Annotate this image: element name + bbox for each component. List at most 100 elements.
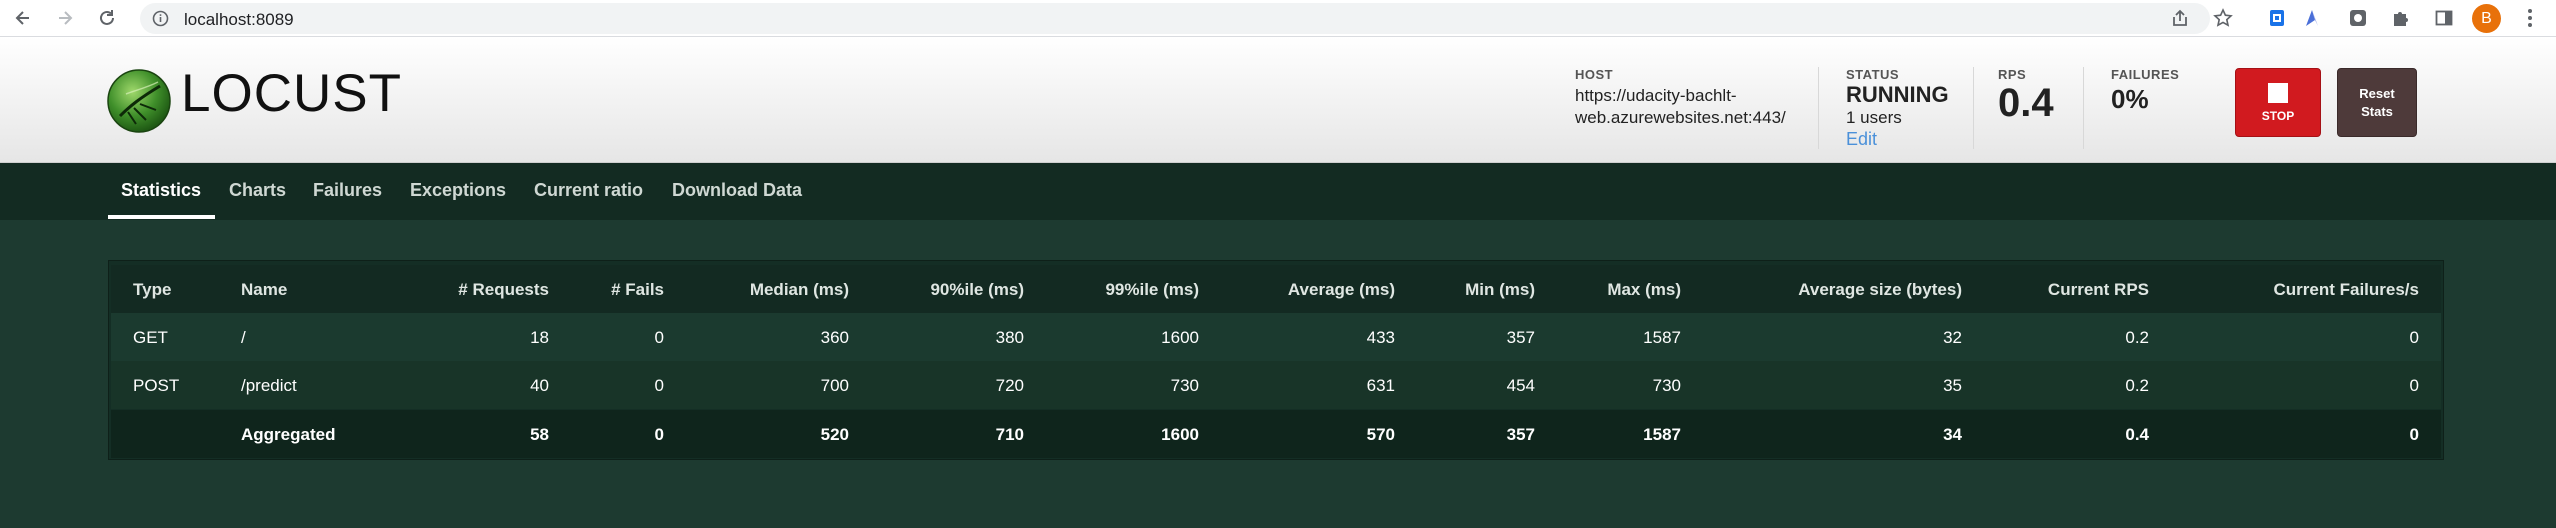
table-cell: 1600 [1161,328,1199,347]
column-header[interactable]: Average size (bytes) [1798,280,1962,299]
table-cell: 360 [820,328,849,347]
profile-avatar[interactable]: B [2472,4,2501,33]
column-header[interactable]: Min (ms) [1465,280,1535,299]
table-cell: 0.4 [2125,425,2149,444]
host-label: HOST [1575,67,1614,82]
table-cell: 0.2 [2125,328,2149,347]
users-count: 1 users [1846,108,1902,127]
table-cell: GET [133,328,168,347]
column-header[interactable]: Median (ms) [749,280,849,299]
status-value: RUNNING [1846,82,1949,107]
table-cell: 454 [1506,376,1535,395]
tab-failures[interactable]: Failures [313,180,383,200]
table-cell: POST [133,376,180,395]
locust-logo-icon [107,69,171,133]
table-cell: 520 [820,425,849,444]
active-tab-indicator [108,215,215,219]
column-header[interactable]: 99%ile (ms) [1105,280,1199,299]
table-cell: 631 [1366,376,1395,395]
table-cell: 710 [995,425,1024,444]
puzzle-extensions-icon[interactable] [2388,6,2412,30]
table-cell: 570 [1366,425,1395,444]
forward-arrow-icon[interactable] [50,4,80,32]
rps-value: 0.4 [1998,81,2054,125]
table-cell: Aggregated [241,425,336,444]
aggregated-row: Aggregated 58 0 520 710 1600 570 357 158… [111,410,2441,458]
table-cell: 380 [995,328,1024,347]
table-cell: 35 [1943,376,1962,395]
bookmark-star-icon[interactable] [2211,6,2235,30]
extension-square-icon[interactable] [2346,6,2370,30]
statistics-table: Type Name # Requests # Fails Median (ms)… [108,260,2444,460]
column-header[interactable]: Type [133,280,172,299]
extension-feather-icon[interactable] [2300,6,2324,30]
tab-current-ratio[interactable]: Current ratio [534,180,644,200]
stop-button[interactable]: STOP [2235,68,2321,137]
table-cell: 0 [2409,328,2419,347]
extension-blue-icon[interactable] [2266,6,2290,30]
table-cell: 1600 [1161,425,1199,444]
locust-logo-text: LOCUST [181,64,402,123]
column-header[interactable]: Current RPS [2047,280,2149,299]
table-cell: 433 [1366,328,1395,347]
url-text: localhost:8089 [184,10,294,29]
failures-label: FAILURES [2111,67,2180,82]
table-cell: 34 [1943,425,1962,444]
browser-menu-icon[interactable] [2518,6,2542,30]
table-cell: 730 [1170,376,1199,395]
table-cell: 40 [530,376,549,395]
tab-charts[interactable]: Charts [229,180,287,200]
share-icon[interactable] [2168,6,2192,30]
header-divider [1818,67,1819,149]
header-divider [2083,67,2084,149]
tab-statistics[interactable]: Statistics [121,180,202,200]
column-header[interactable]: 90%ile (ms) [930,280,1024,299]
reset-stats-label: Reset Stats [2359,85,2395,119]
column-header[interactable]: # Requests [458,280,549,299]
side-panel-icon[interactable] [2432,6,2456,30]
table-cell: /predict [241,376,297,395]
reset-stats-button[interactable]: Reset Stats [2337,68,2417,137]
tab-download-data[interactable]: Download Data [672,180,803,200]
browser-toolbar: localhost:8089 B [0,0,2556,37]
table-cell: 730 [1652,376,1681,395]
table-cell: 0 [654,376,664,395]
table-cell: 0.2 [2125,376,2149,395]
status-label: STATUS [1846,67,1900,82]
address-bar[interactable]: localhost:8089 [140,3,2210,34]
rps-label: RPS [1998,67,2027,82]
tab-exceptions[interactable]: Exceptions [410,180,507,200]
column-header[interactable]: Current Failures/s [2273,280,2420,299]
host-value: https://udacity-bachlt-web.azurewebsites… [1575,86,1786,127]
failures-value: 0% [2111,84,2149,114]
stop-label: STOP [2261,108,2295,123]
table-row: POST /predict 40 0 700 720 730 631 454 7… [111,361,2441,409]
table-cell: 58 [530,425,549,444]
table-cell: 720 [995,376,1024,395]
tab-bar: Statistics Charts Failures Exceptions Cu… [0,163,2556,220]
stop-square-icon [2268,82,2288,103]
table-cell: 700 [820,376,849,395]
table-cell: 0 [2409,425,2419,444]
column-header[interactable]: Max (ms) [1607,280,1681,299]
table-cell: 0 [654,425,664,444]
table-cell: 1587 [1643,328,1681,347]
table-cell: 0 [654,328,664,347]
header-divider [1973,67,1974,149]
table-cell: 1587 [1643,425,1681,444]
column-header[interactable]: Name [241,280,288,299]
table-cell: / [241,328,246,347]
reload-icon[interactable] [92,4,122,32]
locust-header: LOCUST HOST https://udacity-bachlt-web.a… [0,37,2556,163]
column-header[interactable]: # Fails [611,280,664,299]
edit-users-link[interactable]: Edit [1846,129,1878,149]
table-cell: 357 [1506,425,1535,444]
column-header[interactable]: Average (ms) [1287,280,1395,299]
table-header-row: Type Name # Requests # Fails Median (ms)… [111,265,2441,313]
info-icon[interactable] [152,10,169,27]
back-arrow-icon[interactable] [8,4,38,32]
table-cell: 32 [1943,328,1962,347]
table-cell: 0 [2409,376,2419,395]
table-row: GET / 18 0 360 380 1600 433 357 1587 32 … [111,313,2441,361]
table-cell: 18 [530,328,549,347]
